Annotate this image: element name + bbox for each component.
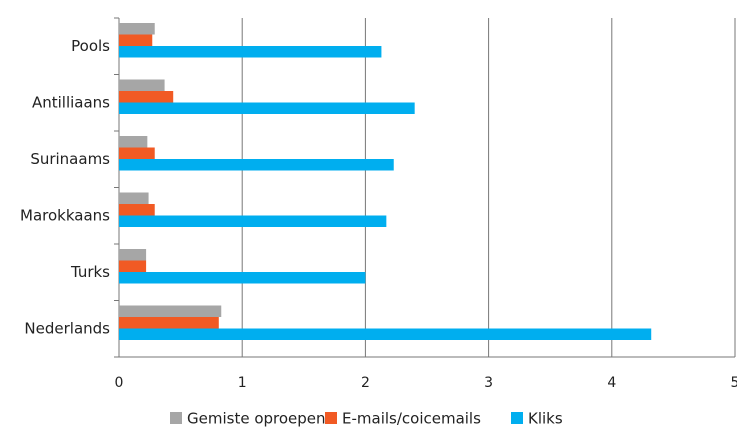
- legend-swatch: [511, 412, 523, 424]
- bar: [119, 305, 222, 317]
- y-tick-label: Surinaams: [30, 150, 110, 168]
- bar: [119, 192, 149, 204]
- bar: [119, 215, 387, 227]
- bar: [119, 91, 174, 103]
- bar: [119, 79, 165, 91]
- x-tick-label: 1: [238, 375, 247, 391]
- bar: [119, 136, 148, 148]
- legend-swatch: [170, 412, 182, 424]
- bar: [119, 102, 415, 114]
- bar: [119, 46, 382, 58]
- bar: [119, 249, 147, 261]
- x-tick-label: 5: [731, 375, 737, 391]
- x-tick-label: 2: [361, 375, 370, 391]
- legend-swatch: [325, 412, 337, 424]
- bar: [119, 260, 147, 272]
- legend-label: Gemiste oproepen: [187, 410, 326, 428]
- legend-label: Kliks: [528, 410, 563, 428]
- x-tick-label: 3: [484, 375, 493, 391]
- bar: [119, 23, 155, 35]
- bar: [119, 204, 155, 216]
- y-tick-label: Turks: [70, 263, 110, 281]
- y-tick-label: Antilliaans: [32, 93, 110, 111]
- bar: [119, 159, 394, 171]
- y-tick-label: Nederlands: [24, 319, 110, 337]
- y-tick-label: Marokkaans: [20, 206, 110, 224]
- bar: [119, 317, 219, 329]
- bar: [119, 147, 155, 159]
- bar: [119, 34, 153, 46]
- bar: [119, 328, 652, 340]
- bar: [119, 272, 366, 284]
- legend-label: E-mails/coicemails: [342, 410, 481, 428]
- x-tick-label: 4: [607, 375, 616, 391]
- y-tick-label: Pools: [71, 37, 110, 55]
- x-tick-label: 0: [115, 375, 124, 391]
